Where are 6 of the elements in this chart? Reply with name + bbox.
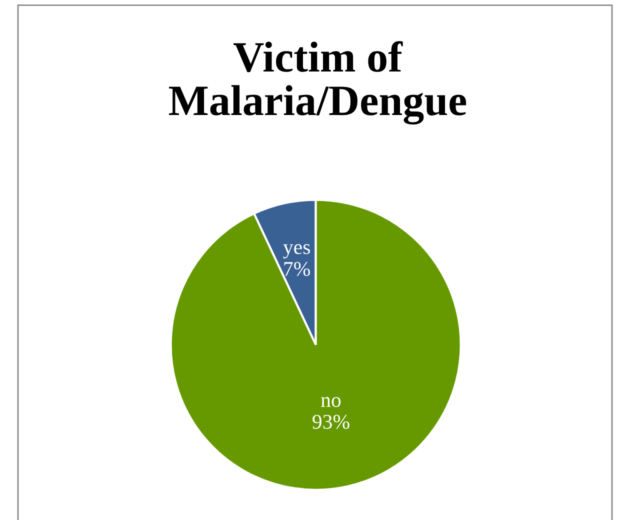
data-label: 93%	[312, 414, 350, 429]
slice-label: no	[321, 397, 341, 408]
chart-title: Victim of Malaria/Dengue	[168, 41, 466, 125]
data-label: 7%	[284, 262, 310, 276]
pie-slice	[170, 198, 462, 491]
slice-label: yes	[283, 244, 310, 258]
